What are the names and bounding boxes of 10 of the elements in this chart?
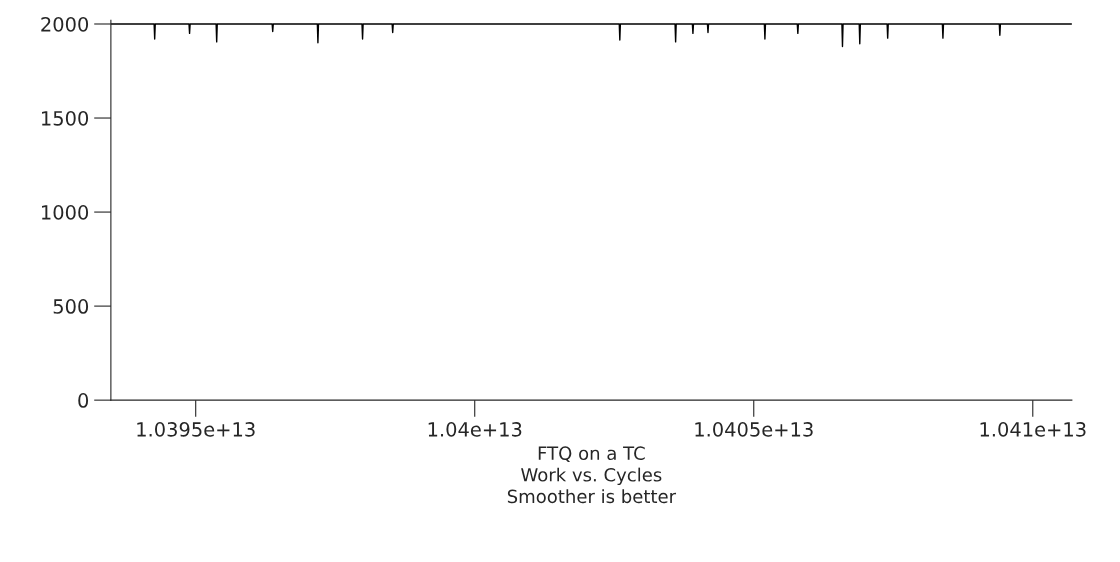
y-tick-label: 500 — [53, 299, 89, 314]
x-tick-label: 1.0405e+13 — [695, 422, 813, 437]
x-tick-label: 1.041e+13 — [980, 422, 1086, 437]
y-tick-label: 0 — [78, 393, 89, 408]
x-tick-label: 1.04e+13 — [428, 422, 522, 437]
y-tick-label: 1500 — [42, 110, 89, 126]
x-axis-title: FTQ on a TC Work vs. Cycles Smoother is better — [507, 446, 677, 504]
x-tick-label: 1.0395e+13 — [137, 422, 255, 437]
y-tick-label: 2000 — [41, 16, 89, 32]
y-tick-label: 1000 — [42, 205, 89, 220]
